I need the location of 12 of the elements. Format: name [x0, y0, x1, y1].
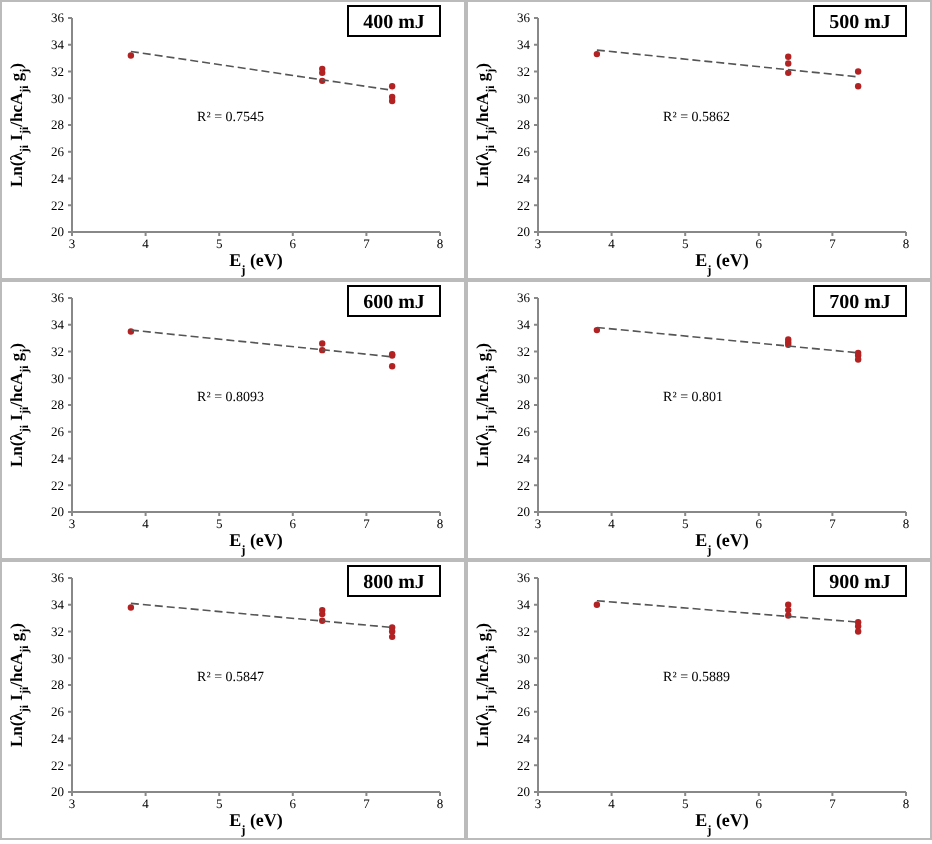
chart-title: 700 mJ: [829, 292, 891, 314]
x-axis-title: E$_{j}$ (eV): [695, 530, 749, 557]
x-axis-title: E$_{j}$ (eV): [229, 250, 283, 277]
chart-title: 600 mJ: [363, 292, 425, 314]
x-axis-title: E$_{j}$ (eV): [229, 530, 283, 557]
x-axis-title: E$_{j}$ (eV): [695, 810, 749, 837]
x-axis-title: E$_{j}$ (eV): [695, 250, 749, 277]
chart-title: 500 mJ: [829, 12, 891, 34]
chart-title: 400 mJ: [363, 12, 425, 34]
x-axis-title: E$_{j}$ (eV): [229, 810, 283, 837]
chart-title: 800 mJ: [363, 572, 425, 594]
chart-title: 900 mJ: [829, 572, 891, 594]
